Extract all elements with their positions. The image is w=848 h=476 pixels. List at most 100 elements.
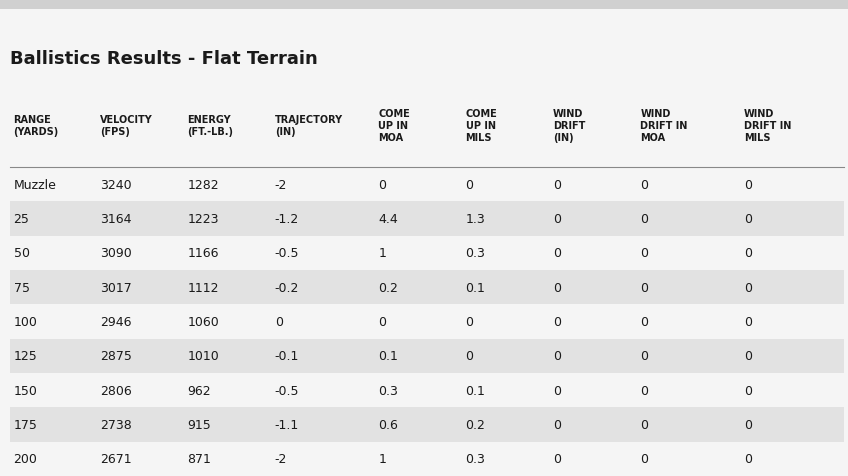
Text: 0: 0 <box>640 247 649 260</box>
Text: -1.1: -1.1 <box>275 418 299 431</box>
Text: 0: 0 <box>744 384 752 397</box>
Text: COME
UP IN
MOA: COME UP IN MOA <box>378 109 410 143</box>
Text: 0: 0 <box>553 349 561 363</box>
Text: 0: 0 <box>640 452 649 466</box>
Bar <box>10 339 844 373</box>
Bar <box>10 407 844 442</box>
Bar <box>10 202 844 236</box>
Text: 0: 0 <box>744 452 752 466</box>
Text: 2671: 2671 <box>100 452 131 466</box>
Text: 0: 0 <box>640 212 649 226</box>
Text: 1010: 1010 <box>187 349 219 363</box>
Text: WIND
DRIFT IN
MILS: WIND DRIFT IN MILS <box>744 109 791 143</box>
Text: 0: 0 <box>466 315 473 328</box>
Text: 0: 0 <box>744 418 752 431</box>
Bar <box>10 305 844 339</box>
Text: Ballistics Results - Flat Terrain: Ballistics Results - Flat Terrain <box>10 50 318 68</box>
Text: 3017: 3017 <box>100 281 131 294</box>
Text: COME
UP IN
MILS: COME UP IN MILS <box>466 109 497 143</box>
Text: VELOCITY
(FPS): VELOCITY (FPS) <box>100 115 153 137</box>
Text: 0: 0 <box>553 315 561 328</box>
Text: 0.3: 0.3 <box>466 452 485 466</box>
Text: 0.2: 0.2 <box>378 281 398 294</box>
Text: 1112: 1112 <box>187 281 219 294</box>
Text: -0.2: -0.2 <box>275 281 299 294</box>
Text: 0.2: 0.2 <box>466 418 485 431</box>
Text: 0: 0 <box>275 315 283 328</box>
Text: 0: 0 <box>378 315 386 328</box>
Text: 0: 0 <box>553 281 561 294</box>
Text: 1: 1 <box>378 247 386 260</box>
Text: 0: 0 <box>466 178 473 191</box>
Bar <box>10 373 844 407</box>
Bar <box>10 442 844 476</box>
Text: 0: 0 <box>466 349 473 363</box>
Text: 1223: 1223 <box>187 212 219 226</box>
Text: 0: 0 <box>553 384 561 397</box>
Text: -0.5: -0.5 <box>275 247 299 260</box>
Text: 0.1: 0.1 <box>466 281 485 294</box>
Text: 0.6: 0.6 <box>378 418 398 431</box>
Text: 100: 100 <box>14 315 37 328</box>
Text: 2875: 2875 <box>100 349 132 363</box>
Text: 0: 0 <box>744 315 752 328</box>
Text: 0.3: 0.3 <box>378 384 398 397</box>
Text: 1060: 1060 <box>187 315 219 328</box>
Text: 3090: 3090 <box>100 247 131 260</box>
Text: 0: 0 <box>640 281 649 294</box>
Text: 0: 0 <box>744 247 752 260</box>
Text: -0.5: -0.5 <box>275 384 299 397</box>
Text: RANGE
(YARDS): RANGE (YARDS) <box>14 115 59 137</box>
Text: ENERGY
(FT.-LB.): ENERGY (FT.-LB.) <box>187 115 233 137</box>
Text: 0: 0 <box>744 281 752 294</box>
Text: 125: 125 <box>14 349 37 363</box>
Text: 0: 0 <box>553 452 561 466</box>
Text: 75: 75 <box>14 281 30 294</box>
Text: -1.2: -1.2 <box>275 212 299 226</box>
Text: -2: -2 <box>275 178 287 191</box>
Text: 871: 871 <box>187 452 211 466</box>
Text: 0: 0 <box>553 178 561 191</box>
Text: 3164: 3164 <box>100 212 131 226</box>
Text: 3240: 3240 <box>100 178 131 191</box>
Text: 0: 0 <box>640 384 649 397</box>
Text: 0.1: 0.1 <box>466 384 485 397</box>
Text: WIND
DRIFT
(IN): WIND DRIFT (IN) <box>553 109 585 143</box>
Text: -0.1: -0.1 <box>275 349 299 363</box>
Text: 0: 0 <box>640 178 649 191</box>
Text: 0: 0 <box>744 178 752 191</box>
Text: 0.3: 0.3 <box>466 247 485 260</box>
Text: 0: 0 <box>553 418 561 431</box>
Text: 175: 175 <box>14 418 37 431</box>
Text: 150: 150 <box>14 384 37 397</box>
Text: 1166: 1166 <box>187 247 219 260</box>
Text: 0: 0 <box>744 212 752 226</box>
Bar <box>0 0 848 10</box>
Text: 0.1: 0.1 <box>378 349 398 363</box>
Text: 2946: 2946 <box>100 315 131 328</box>
Bar <box>10 168 844 202</box>
Text: 0: 0 <box>640 418 649 431</box>
Text: 4.4: 4.4 <box>378 212 398 226</box>
Text: 962: 962 <box>187 384 211 397</box>
Text: 0: 0 <box>378 178 386 191</box>
Text: WIND
DRIFT IN
MOA: WIND DRIFT IN MOA <box>640 109 688 143</box>
Text: TRAJECTORY
(IN): TRAJECTORY (IN) <box>275 115 343 137</box>
Text: 915: 915 <box>187 418 211 431</box>
Text: 0: 0 <box>640 315 649 328</box>
Text: 1: 1 <box>378 452 386 466</box>
Text: -2: -2 <box>275 452 287 466</box>
Text: 2806: 2806 <box>100 384 131 397</box>
Text: Muzzle: Muzzle <box>14 178 57 191</box>
Bar <box>10 236 844 270</box>
Text: 0: 0 <box>744 349 752 363</box>
Text: 0: 0 <box>640 349 649 363</box>
Text: 25: 25 <box>14 212 30 226</box>
Text: 0: 0 <box>553 247 561 260</box>
Bar <box>10 270 844 305</box>
Text: 200: 200 <box>14 452 37 466</box>
Text: 0: 0 <box>553 212 561 226</box>
Text: 1282: 1282 <box>187 178 219 191</box>
Text: 2738: 2738 <box>100 418 131 431</box>
Text: 1.3: 1.3 <box>466 212 485 226</box>
